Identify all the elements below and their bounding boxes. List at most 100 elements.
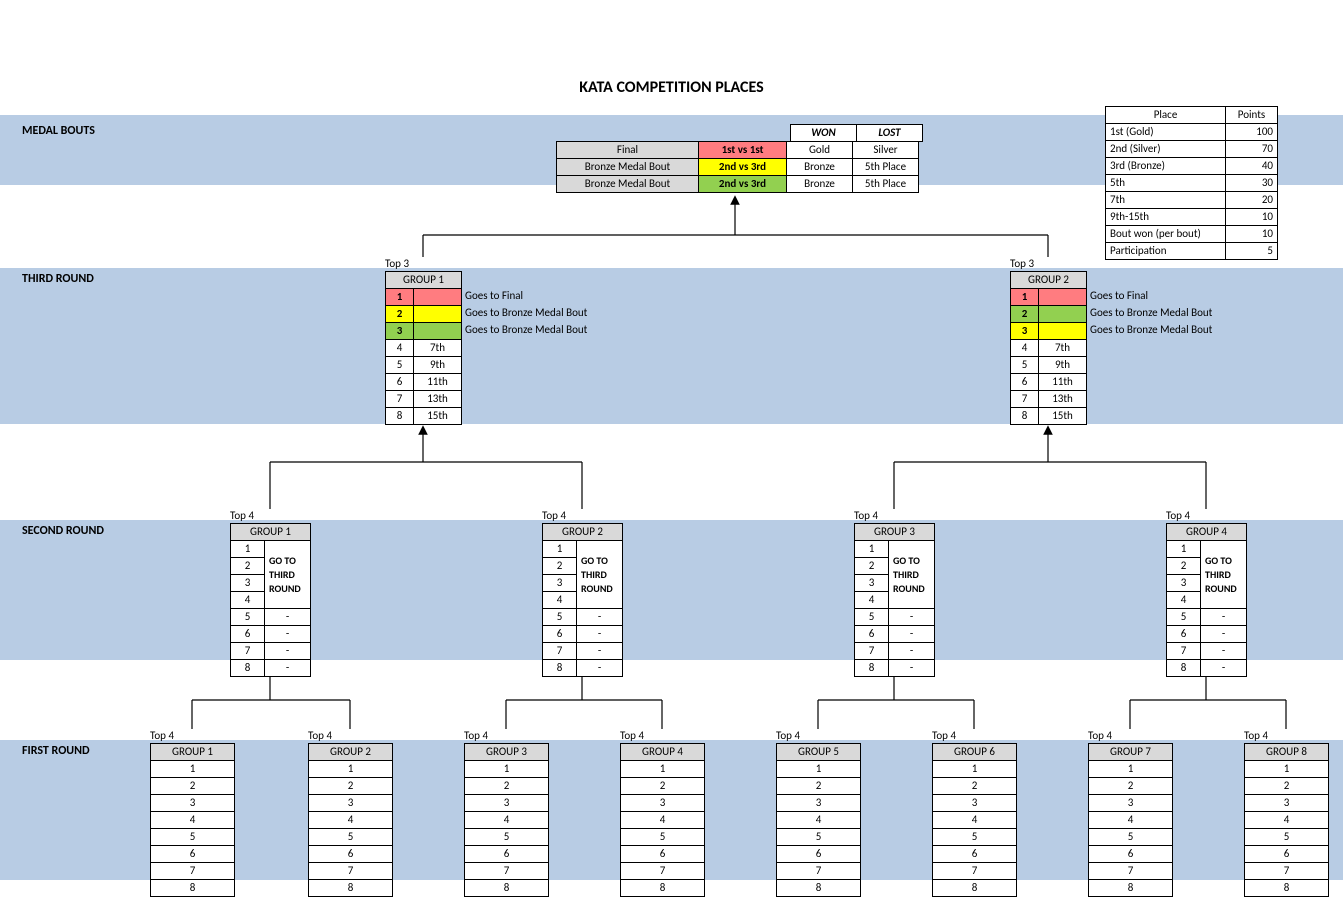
points-place: Bout won (per bout) <box>1106 226 1226 243</box>
third-row-rank: 7 <box>386 391 414 408</box>
points-row: 1st (Gold)100 <box>1106 124 1278 141</box>
points-value: 10 <box>1226 209 1278 226</box>
first-group-row: 8 <box>1245 880 1329 897</box>
first-group-row: 4 <box>777 812 861 829</box>
first-row-rank: 7 <box>621 863 705 880</box>
points-value: 10 <box>1226 226 1278 243</box>
first-row-rank: 2 <box>1089 778 1173 795</box>
first-row-rank: 6 <box>621 846 705 863</box>
third-group-row: 59th <box>1011 357 1087 374</box>
second-group-header: GROUP 1 <box>231 524 311 541</box>
third-row-place <box>1039 323 1087 340</box>
third-row-rank: 5 <box>1011 357 1039 374</box>
first-row-rank: 4 <box>465 812 549 829</box>
first-row-rank: 4 <box>621 812 705 829</box>
second-row-rank: 2 <box>231 558 265 575</box>
first-group-row: 4 <box>151 812 235 829</box>
first-group-row: 1 <box>1245 761 1329 778</box>
first-row-rank: 8 <box>933 880 1017 897</box>
second-row-rank: 4 <box>231 592 265 609</box>
first-group-row: 1 <box>777 761 861 778</box>
first-row-rank: 4 <box>1245 812 1329 829</box>
first-group-row: 5 <box>151 829 235 846</box>
third-group-row: 59th <box>386 357 462 374</box>
second-row-dash: - <box>265 626 311 643</box>
first-group-row: 6 <box>465 846 549 863</box>
top4-label: Top 4 <box>932 729 956 742</box>
second-row-dash: - <box>1201 660 1247 677</box>
third-row-rank: 8 <box>1011 408 1039 425</box>
top3-label: Top 3 <box>1010 257 1034 270</box>
second-row-dash: - <box>889 626 935 643</box>
first-group-table: GROUP 112345678 <box>150 743 235 897</box>
first-row-rank: 5 <box>777 829 861 846</box>
first-row-rank: 6 <box>777 846 861 863</box>
third-row-place: 15th <box>414 408 462 425</box>
first-row-rank: 8 <box>1089 880 1173 897</box>
second-row-rank: 4 <box>1167 592 1201 609</box>
third-group-row: 2 <box>1011 306 1087 323</box>
first-row-rank: 8 <box>151 880 235 897</box>
first-row-rank: 3 <box>933 795 1017 812</box>
first-group-row: 1 <box>933 761 1017 778</box>
first-row-rank: 8 <box>777 880 861 897</box>
second-group-row: 1GO TOTHIRDROUND <box>1167 541 1247 558</box>
third-row-note: Goes to Bronze Medal Bout <box>465 306 587 319</box>
medal-row-vs: 2nd vs 3rd <box>699 176 787 193</box>
third-row-rank: 7 <box>1011 391 1039 408</box>
first-group-table: GROUP 812345678 <box>1244 743 1329 897</box>
second-group-table: GROUP 41GO TOTHIRDROUND2345-6-7-8- <box>1166 523 1247 677</box>
second-row-rank: 2 <box>543 558 577 575</box>
first-group-row: 3 <box>309 795 393 812</box>
third-row-note: Goes to Final <box>1090 289 1148 302</box>
third-group-header: GROUP 1 <box>386 272 462 289</box>
label-second-round: SECOND ROUND <box>22 524 104 538</box>
second-row-rank: 4 <box>855 592 889 609</box>
third-row-note: Goes to Bronze Medal Bout <box>465 323 587 336</box>
points-row: 2nd (Silver)70 <box>1106 141 1278 158</box>
second-group-row: 8- <box>855 660 935 677</box>
third-row-place: 9th <box>1039 357 1087 374</box>
first-group-row: 1 <box>1089 761 1173 778</box>
go-to-third-label: GO TOTHIRDROUND <box>577 541 623 609</box>
first-group-row: 7 <box>309 863 393 880</box>
first-row-rank: 5 <box>309 829 393 846</box>
second-row-rank: 3 <box>231 575 265 592</box>
first-group-table: GROUP 512345678 <box>776 743 861 897</box>
first-row-rank: 6 <box>151 846 235 863</box>
points-value: 30 <box>1226 175 1278 192</box>
top4-label: Top 4 <box>776 729 800 742</box>
first-row-rank: 3 <box>151 795 235 812</box>
first-group-header: GROUP 1 <box>151 744 235 761</box>
second-group-row: 5- <box>855 609 935 626</box>
first-group-row: 7 <box>151 863 235 880</box>
second-group-row: 1GO TOTHIRDROUND <box>855 541 935 558</box>
first-group-row: 5 <box>777 829 861 846</box>
points-value: 20 <box>1226 192 1278 209</box>
medal-row: Bronze Medal Bout2nd vs 3rdBronze5th Pla… <box>557 159 919 176</box>
second-row-rank: 8 <box>855 660 889 677</box>
first-row-rank: 2 <box>309 778 393 795</box>
medal-row: Bronze Medal Bout2nd vs 3rdBronze5th Pla… <box>557 176 919 193</box>
second-row-rank: 7 <box>231 643 265 660</box>
second-row-rank: 3 <box>855 575 889 592</box>
points-row: 7th20 <box>1106 192 1278 209</box>
points-value: 5 <box>1226 243 1278 260</box>
first-row-rank: 5 <box>465 829 549 846</box>
first-row-rank: 7 <box>1245 863 1329 880</box>
second-row-rank: 7 <box>543 643 577 660</box>
first-row-rank: 4 <box>1089 812 1173 829</box>
first-group-row: 5 <box>1245 829 1329 846</box>
first-row-rank: 3 <box>1245 795 1329 812</box>
first-row-rank: 4 <box>777 812 861 829</box>
first-row-rank: 5 <box>621 829 705 846</box>
points-header-place: Place <box>1106 107 1226 124</box>
second-row-rank: 5 <box>1167 609 1201 626</box>
first-row-rank: 5 <box>1245 829 1329 846</box>
first-group-row: 3 <box>621 795 705 812</box>
points-place: Participation <box>1106 243 1226 260</box>
third-row-rank: 5 <box>386 357 414 374</box>
first-row-rank: 2 <box>1245 778 1329 795</box>
third-row-place: 13th <box>1039 391 1087 408</box>
second-row-rank: 4 <box>543 592 577 609</box>
